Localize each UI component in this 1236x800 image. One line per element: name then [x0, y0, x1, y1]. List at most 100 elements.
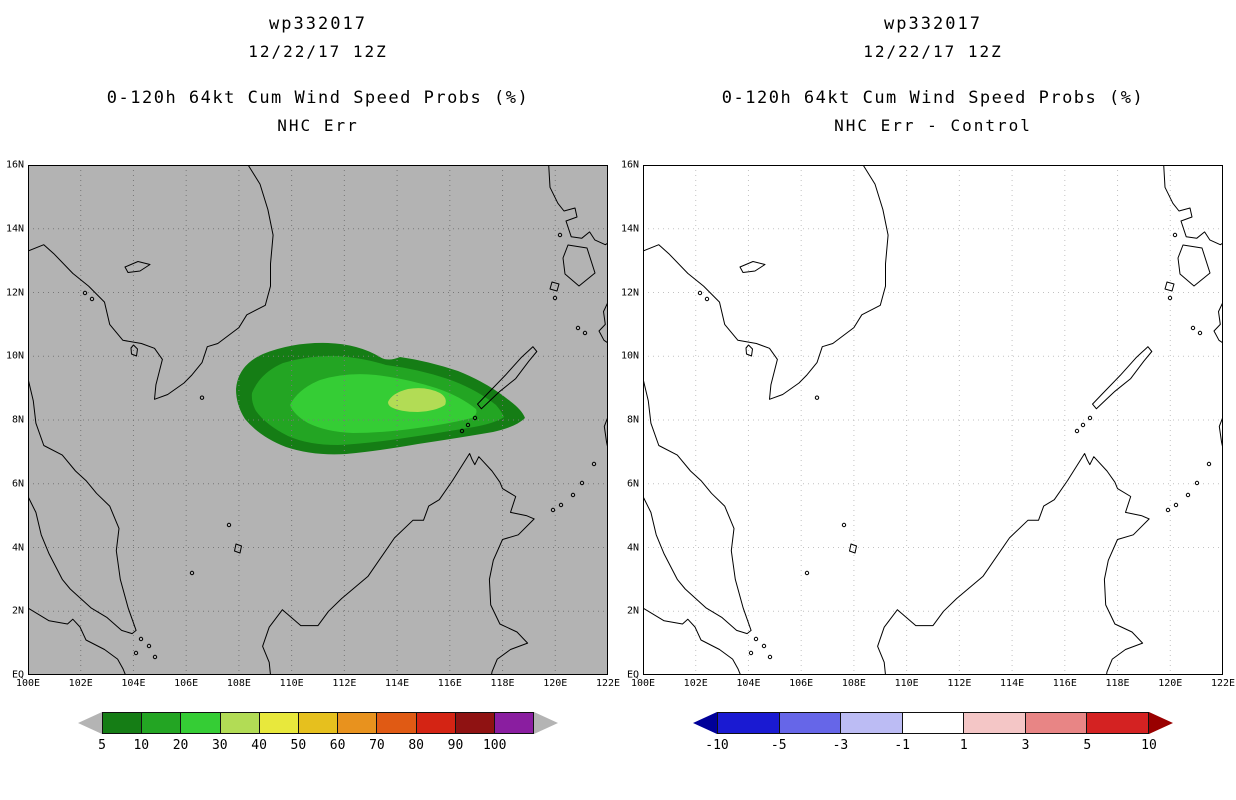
colorbar-segment [415, 712, 456, 734]
colorbar-tick-label: 1 [959, 738, 968, 753]
y-tick-label: 2N [11, 605, 24, 617]
map-right [643, 165, 1223, 675]
x-tick-label: 104E [121, 678, 146, 689]
colorbar-tick-label: 90 [447, 738, 464, 753]
x-tick-label: 100E [15, 678, 41, 689]
y-axis-labels: 16N 14N 12N 10N 8N 6N 4N 2N EQ [0, 160, 26, 681]
map-frame-right: 16N 14N 12N 10N 8N 6N 4N 2N EQ 100E 102E 104E 106E 1… [621, 160, 1235, 690]
y-axis-labels: 16N 14N 12N 10N 8N 6N 4N 2N EQ [614, 160, 641, 681]
panel-nhc-err-minus-control: wp332017 12/22/17 12Z 0-120h 64kt Cum Wi… [621, 0, 1235, 800]
y-tick-label: EQ [11, 669, 24, 681]
x-tick-label: 106E [789, 678, 814, 689]
colorbar-segment [778, 712, 842, 734]
map-frame-left: 16N 14N 12N 10N 8N 6N 4N 2N EQ 100E 102E 104E 106E 1… [6, 160, 620, 690]
colorbar-segment [337, 712, 378, 734]
storm-id-title: wp332017 [884, 14, 982, 34]
product-title: 0-120h 64kt Cum Wind Speed Probs (%) [106, 88, 530, 108]
colorbar-left-arrow-icon [693, 712, 717, 734]
y-tick-label: 16N [620, 159, 639, 171]
x-tick-label: 108E [841, 678, 866, 689]
map-left [28, 165, 608, 675]
colorbar-segments: -10 -5 -3 -1 1 3 5 10 [705, 712, 1157, 753]
colorbar-segment [1024, 712, 1088, 734]
colorbar-segment [376, 712, 417, 734]
x-axis-labels: 100E 102E 104E 106E 108E 110E 112E 114E 116E 118E… [16, 678, 620, 692]
colorbar-tick-label: -10 [705, 738, 729, 753]
panel-nhc-err: wp332017 12/22/17 12Z 0-120h 64kt Cum Wi… [6, 0, 620, 800]
y-tick-label: 14N [5, 223, 24, 235]
x-tick-label: 102E [68, 678, 93, 689]
colorbar-segment [180, 712, 221, 734]
colorbar-tick-label: 100 [482, 738, 507, 753]
storm-id-title: wp332017 [269, 14, 367, 34]
x-tick-label: 114E [1000, 678, 1025, 689]
y-tick-label: 16N [5, 159, 24, 171]
lat-lon-grid [643, 165, 1223, 675]
colorbar-segment [717, 712, 780, 734]
colorbar-tick-label: -3 [832, 738, 849, 753]
colorbar-tick-label: 50 [290, 738, 307, 753]
x-tick-label: 118E [1105, 678, 1130, 689]
colorbar-segment [840, 712, 903, 734]
colorbar-segment [963, 712, 1026, 734]
x-tick-label: 102E [683, 678, 708, 689]
y-tick-label: 12N [5, 287, 24, 298]
colorbar-tick-label: 40 [251, 738, 267, 753]
colorbar-probs: 5 10 20 30 40 50 60 70 80 90 100 [78, 712, 558, 753]
y-tick-label: 8N [11, 414, 24, 426]
x-tick-label: 108E [226, 678, 251, 689]
colorbar-tick-label: 80 [408, 738, 424, 753]
x-tick-label: 118E [490, 678, 515, 689]
colorbar-tick-label: 10 [1141, 738, 1157, 753]
probability-contours [236, 342, 525, 455]
y-tick-label: 10N [5, 350, 24, 362]
colorbar-segment [297, 712, 339, 734]
y-tick-label: 6N [11, 478, 24, 490]
x-tick-label: 112E [947, 678, 972, 689]
x-tick-label: 116E [437, 678, 462, 689]
y-tick-label: 14N [620, 223, 639, 235]
colorbar-tick-label: -5 [770, 738, 787, 753]
lat-lon-grid [28, 165, 608, 675]
colorbar-segment [1086, 712, 1150, 734]
colorbar-tick-label: 30 [211, 738, 228, 753]
colorbar-segment [219, 712, 260, 734]
x-tick-label: 110E [279, 678, 304, 689]
colorbar-tick-label: 70 [369, 738, 385, 753]
colorbar-right-arrow-icon [534, 712, 558, 734]
y-tick-label: 4N [11, 542, 24, 553]
x-tick-label: 116E [1052, 678, 1077, 689]
map-border [28, 165, 608, 675]
colorbar-tick-label: 5 [1083, 738, 1092, 753]
colorbar-segment [102, 712, 143, 734]
x-tick-label: 122E [1210, 678, 1236, 689]
colorbar-segment [258, 712, 299, 734]
colorbar-segment [454, 712, 495, 734]
colorbar-tick-label: 5 [98, 738, 106, 753]
product-title: 0-120h 64kt Cum Wind Speed Probs (%) [721, 88, 1145, 108]
colorbar-segments: 5 10 20 30 40 50 60 70 80 90 100 [98, 712, 535, 753]
colorbar-diff: -10 -5 -3 -1 1 3 5 10 [693, 712, 1173, 753]
y-tick-label: 2N [626, 605, 639, 617]
colorbar-tick-label: 60 [329, 738, 346, 753]
x-tick-label: 106E [174, 678, 199, 689]
colorbar-left-arrow-icon [78, 712, 102, 734]
x-tick-label: 114E [385, 678, 410, 689]
x-tick-label: 120E [543, 678, 568, 689]
x-tick-label: 120E [1158, 678, 1183, 689]
x-tick-label: 104E [736, 678, 761, 689]
colorbar-tick-label: 20 [172, 738, 189, 753]
x-tick-label: 112E [332, 678, 357, 689]
x-tick-label: 100E [630, 678, 656, 689]
colorbar-tick-label: 10 [133, 738, 150, 753]
colorbar-right-arrow-icon [1149, 712, 1173, 734]
x-tick-label: 110E [894, 678, 919, 689]
map-border [643, 165, 1223, 675]
colorbar-tick-label: -1 [894, 738, 910, 753]
y-tick-label: 6N [626, 478, 639, 490]
y-tick-label: 8N [626, 414, 639, 426]
colorbar-segment [901, 712, 965, 734]
y-tick-label: EQ [626, 669, 639, 681]
y-tick-label: 10N [620, 350, 639, 362]
